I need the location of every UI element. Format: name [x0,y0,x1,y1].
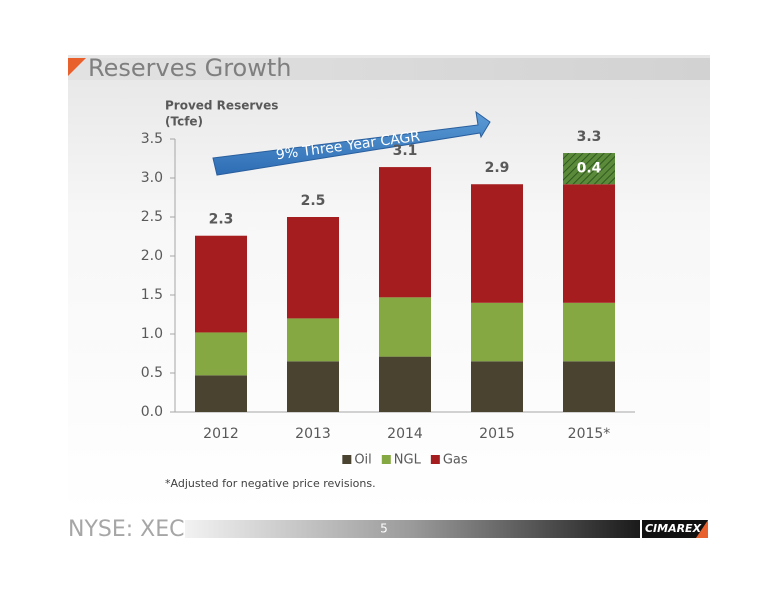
y-axis-title-line: (Tcfe) [165,115,203,129]
y-axis-title-line: Proved Reserves [165,99,278,113]
bar-segment [563,361,615,412]
page-number: 5 [380,522,388,536]
x-tick-label: 2014 [387,426,423,442]
bar-segment [287,361,339,412]
logo-box [642,520,708,538]
y-tick-label: 1.5 [141,287,163,303]
legend-swatch [381,455,391,464]
cagr-arrow [212,110,491,176]
logo: CIMAREX [645,522,702,535]
total-label: 2.3 [209,212,234,228]
x-tick-label: 2015* [568,426,611,442]
legend-swatch [430,455,440,464]
x-tick-label: 2012 [203,426,239,442]
title-bar [68,58,710,80]
bar-segment [379,167,431,298]
bar-segment [471,361,523,412]
footer-bar [185,520,640,538]
legend: Oil NGL Gas [342,453,468,468]
x-tick-label: 2013 [295,426,331,442]
bar-segment [563,302,615,362]
legend-label: Oil [354,453,371,468]
bar-segment [195,235,247,333]
total-label: 2.5 [301,193,326,209]
footer-ticker: NYSE: XEC [68,517,185,542]
y-axis-title: Proved Reserves (Tcfe) [165,99,278,129]
footnote: *Adjusted for negative price revisions. [165,477,376,490]
total-label: 3.1 [393,143,418,159]
legend-label: Gas [443,453,468,468]
bar-segment [287,318,339,362]
y-tick-label: 0.5 [141,365,163,381]
y-tick-label: 3.0 [141,170,163,186]
total-label: 2.9 [485,160,510,176]
y-tick-label: 0.0 [141,404,163,420]
segment-label: 0.4 [577,161,602,177]
plot: 0.0 0.5 1.0 1.5 2.0 2.5 3.0 3.5 2012 2.3 2013 2.5 20… [141,129,635,442]
logo-accent [696,520,708,538]
bar-segment [563,184,615,303]
legend-swatch [342,455,352,464]
bar-segment [471,302,523,362]
bar-segment [287,217,339,319]
legend-label: NGL [394,453,422,468]
bar-segment [195,332,247,376]
bar-segment [379,356,431,412]
title-accent [68,58,86,76]
total-label: 3.3 [577,129,602,145]
bar-segment [471,184,523,303]
x-tick-label: 2015 [479,426,515,442]
y-tick-label: 2.5 [141,209,163,225]
bar-segment [563,153,615,185]
y-tick-label: 1.0 [141,326,163,342]
y-tick-label: 2.0 [141,248,163,264]
bar-segment [379,297,431,357]
bar-segment [195,375,247,412]
slide-title: Reserves Growth [88,54,291,82]
y-tick-label: 3.5 [141,131,163,147]
